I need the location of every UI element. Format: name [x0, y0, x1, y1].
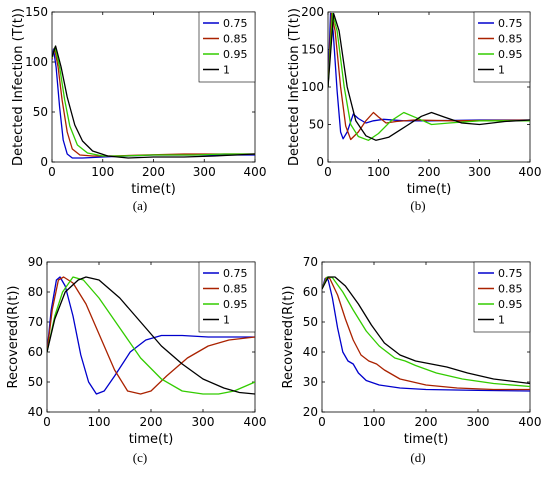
x-tick-label: 400: [244, 165, 267, 179]
legend-label: 0.95: [498, 48, 523, 61]
legend-label: 0.75: [223, 17, 248, 30]
series-line-0.85: [322, 276, 530, 391]
y-tick-label: 60: [303, 285, 318, 299]
chart-panel: 0 100 200 300 400 0 50 100 150 200 time(t) Detected…: [287, 5, 541, 213]
legend-label: 0.95: [223, 48, 248, 61]
panel-caption: (d): [410, 450, 425, 465]
chart-panel: 0 100 200 300 400 20 30 40 50 60 70 time(t) Recovere…: [281, 255, 541, 465]
series-line-0.85: [47, 276, 255, 395]
series-line-0.95: [322, 276, 530, 388]
series-line-0.75: [322, 277, 530, 392]
x-tick-label: 0: [43, 415, 51, 429]
y-axis-label: Detected Infection (T(t)): [11, 8, 26, 166]
y-tick-label: 50: [303, 315, 318, 329]
panel-caption: (a): [133, 198, 147, 213]
x-tick-label: 200: [142, 165, 165, 179]
x-axis-label: time(t): [131, 182, 176, 197]
x-tick-label: 0: [324, 165, 332, 179]
legend-label: 0.75: [223, 267, 248, 280]
series-line-1: [52, 45, 255, 159]
series-line-0.75: [328, 12, 530, 140]
x-tick-label: 300: [468, 165, 491, 179]
y-tick-label: 90: [28, 255, 43, 269]
x-tick-label: 100: [88, 415, 111, 429]
x-axis-label: time(t): [404, 432, 449, 447]
legend-label: 0.85: [223, 283, 248, 296]
x-tick-label: 100: [363, 415, 386, 429]
series-line-0.85: [52, 47, 255, 157]
y-tick-label: 30: [303, 375, 318, 389]
x-tick-label: 200: [140, 415, 163, 429]
series-line-1: [328, 12, 530, 141]
y-tick-label: 20: [303, 405, 318, 419]
y-tick-label: 50: [33, 105, 48, 119]
y-tick-label: 70: [28, 315, 43, 329]
legend-label: 1: [223, 314, 230, 327]
series-line-0.75: [47, 276, 255, 395]
x-tick-label: 400: [519, 165, 542, 179]
y-tick-label: 80: [28, 285, 43, 299]
y-tick-label: 100: [25, 55, 48, 69]
legend-label: 0.75: [498, 17, 523, 30]
y-tick-label: 200: [301, 5, 324, 19]
panel-caption: (b): [410, 198, 425, 213]
x-tick-label: 100: [91, 165, 114, 179]
y-tick-label: 40: [303, 345, 318, 359]
legend-label: 0.95: [498, 298, 523, 311]
x-tick-label: 200: [418, 165, 441, 179]
y-tick-label: 150: [301, 43, 324, 57]
y-tick-label: 50: [309, 118, 324, 132]
series-line-0.95: [52, 46, 255, 157]
x-tick-label: 400: [519, 415, 542, 429]
legend-label: 0.85: [498, 33, 523, 46]
x-tick-label: 0: [48, 165, 56, 179]
x-tick-label: 300: [192, 415, 215, 429]
x-tick-label: 0: [318, 415, 326, 429]
x-tick-label: 100: [367, 165, 390, 179]
series-line-0.95: [328, 12, 530, 141]
x-tick-label: 300: [467, 415, 490, 429]
y-tick-label: 70: [303, 255, 318, 269]
panel-caption: (c): [133, 450, 147, 465]
x-axis-label: time(t): [129, 432, 174, 447]
legend-label: 0.95: [223, 298, 248, 311]
x-tick-label: 200: [415, 415, 438, 429]
series-line-1: [322, 276, 530, 385]
y-tick-label: 0: [316, 155, 324, 169]
legend-label: 0.85: [223, 33, 248, 46]
x-axis-label: time(t): [407, 182, 452, 197]
y-tick-label: 100: [301, 80, 324, 94]
y-axis-label: Detected Infection (T(t)): [287, 8, 302, 166]
y-tick-label: 0: [40, 155, 48, 169]
series-line-0.85: [328, 12, 530, 141]
x-tick-label: 300: [193, 165, 216, 179]
legend-label: 0.85: [498, 283, 523, 296]
x-tick-label: 400: [244, 415, 267, 429]
y-tick-label: 40: [28, 405, 43, 419]
y-tick-label: 50: [28, 375, 43, 389]
series-line-1: [47, 276, 255, 395]
legend-label: 1: [498, 314, 505, 327]
y-tick-label: 60: [28, 345, 43, 359]
series-line-0.95: [47, 276, 255, 395]
chart-panel: 0 100 200 300 400 40 50 60 70 80 90 time(t) Recovere…: [6, 255, 266, 465]
y-axis-label: Recovered(R(t)): [6, 286, 21, 389]
y-tick-label: 150: [25, 5, 48, 19]
y-axis-label: Recovered(R(t)): [281, 286, 296, 389]
legend-label: 1: [498, 64, 505, 77]
legend-label: 1: [223, 64, 230, 77]
legend-label: 0.75: [498, 267, 523, 280]
chart-panel: 0 100 200 300 400 0 50 100 150 time(t) Detected In…: [11, 5, 266, 213]
